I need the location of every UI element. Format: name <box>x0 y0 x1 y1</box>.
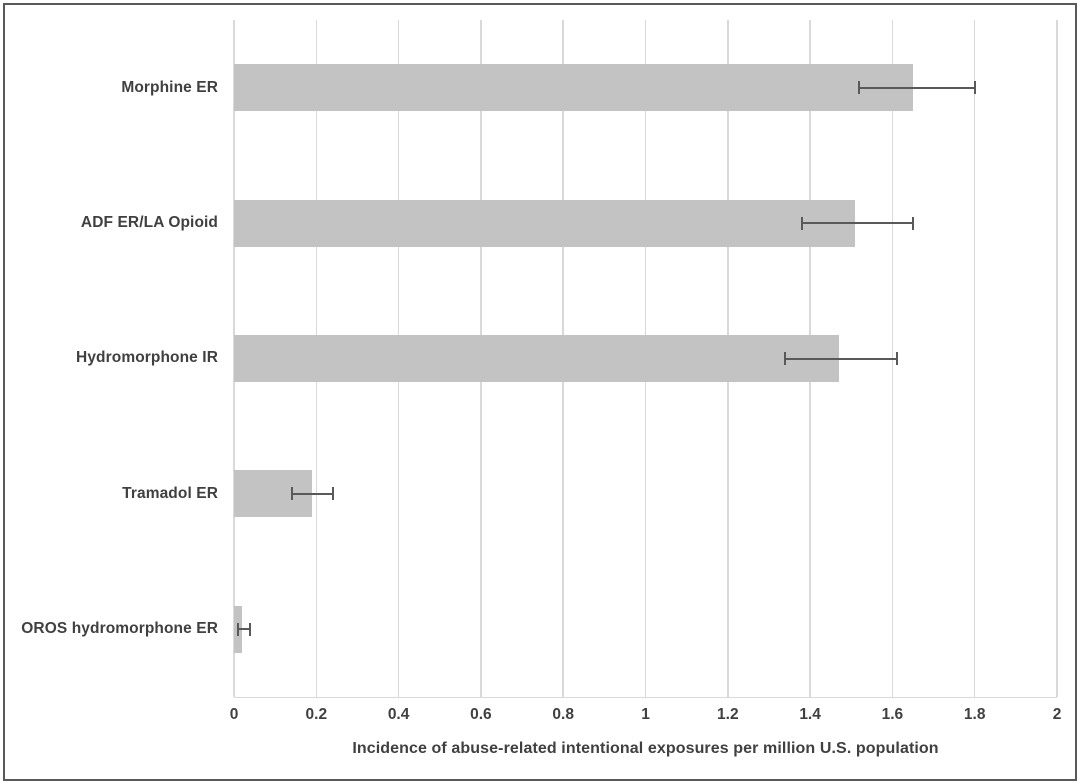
x-axis-title: Incidence of abuse-related intentional e… <box>352 740 939 757</box>
category-label: ADF ER/LA Opioid <box>80 214 218 232</box>
error-bar-whisker <box>859 86 975 89</box>
error-bar-cap <box>249 622 252 636</box>
error-bar-whisker <box>291 492 333 495</box>
error-bar-cap <box>800 216 803 230</box>
x-tick-label: 1.8 <box>963 706 986 723</box>
category-axis: Morphine ER ADF ER/LA Opioid Hydromorphone… <box>0 20 218 697</box>
error-bar-cap <box>858 81 861 95</box>
category-label: OROS hydromorphone ER <box>21 620 218 638</box>
x-tick-label: 0.6 <box>470 706 492 723</box>
error-bar-cap <box>973 81 976 95</box>
bar <box>234 199 856 247</box>
error-bar-whisker <box>785 357 897 360</box>
error-bar-cap <box>237 622 240 636</box>
x-tick-row: 0 0.2 0.4 0.6 0.8 1 1.2 1.4 1.6 1.8 2 <box>230 706 1062 728</box>
category-label: Tramadol ER <box>122 484 218 502</box>
x-tick-label: 2 <box>1052 706 1062 723</box>
error-bar-cap <box>290 487 293 501</box>
x-axis-line <box>234 696 1057 698</box>
error-bar-cap <box>911 216 914 230</box>
error-bar-cap <box>895 352 898 365</box>
x-tick-label: 0.8 <box>552 706 574 723</box>
x-tick-label: 1.6 <box>881 706 904 723</box>
x-tick-label: 0 <box>229 706 239 723</box>
error-bar-whisker <box>238 628 251 631</box>
category-label: Morphine ER <box>121 78 218 96</box>
x-tick-label: 1 <box>641 706 650 723</box>
category-label: Hydromorphone IR <box>76 349 218 367</box>
x-tick-label: 0.4 <box>387 706 410 723</box>
error-bar-cap <box>784 352 787 365</box>
plot-area <box>233 20 1058 698</box>
bar <box>234 64 913 112</box>
x-tick-label: 1.2 <box>717 706 739 723</box>
gridline <box>973 20 976 697</box>
bar <box>234 335 839 382</box>
gridline <box>1056 20 1058 697</box>
x-tick-label: 1.4 <box>799 706 821 723</box>
error-bar-cap <box>331 487 334 501</box>
x-tick-label: 0.2 <box>305 706 328 723</box>
error-bar-whisker <box>801 222 913 225</box>
